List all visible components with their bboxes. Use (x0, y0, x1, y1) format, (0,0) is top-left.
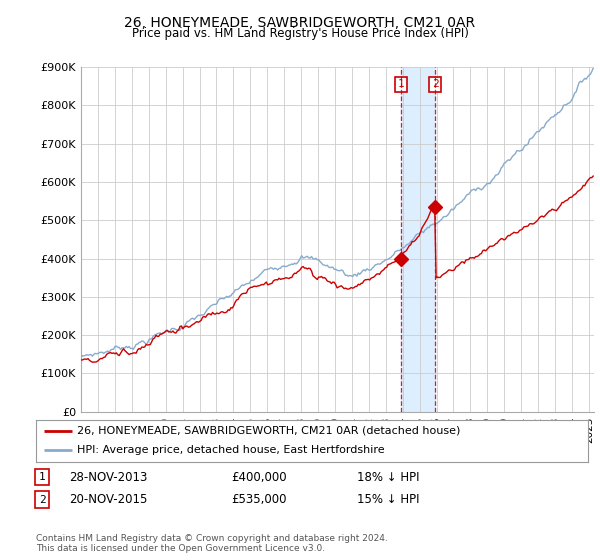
Text: 28-NOV-2013: 28-NOV-2013 (69, 470, 148, 484)
Text: Price paid vs. HM Land Registry's House Price Index (HPI): Price paid vs. HM Land Registry's House … (131, 27, 469, 40)
Text: 2: 2 (432, 80, 439, 90)
Text: 2: 2 (38, 494, 46, 505)
Text: HPI: Average price, detached house, East Hertfordshire: HPI: Average price, detached house, East… (77, 445, 385, 455)
Text: 1: 1 (38, 472, 46, 482)
Text: 26, HONEYMEADE, SAWBRIDGEWORTH, CM21 0AR (detached house): 26, HONEYMEADE, SAWBRIDGEWORTH, CM21 0AR… (77, 426, 461, 436)
Text: 18% ↓ HPI: 18% ↓ HPI (357, 470, 419, 484)
Text: Contains HM Land Registry data © Crown copyright and database right 2024.
This d: Contains HM Land Registry data © Crown c… (36, 534, 388, 553)
Text: 20-NOV-2015: 20-NOV-2015 (69, 493, 148, 506)
Text: 1: 1 (398, 80, 405, 90)
Text: £535,000: £535,000 (231, 493, 287, 506)
Text: 15% ↓ HPI: 15% ↓ HPI (357, 493, 419, 506)
Text: 26, HONEYMEADE, SAWBRIDGEWORTH, CM21 0AR: 26, HONEYMEADE, SAWBRIDGEWORTH, CM21 0AR (124, 16, 476, 30)
Bar (401, 67, 435, 412)
Text: £400,000: £400,000 (231, 470, 287, 484)
